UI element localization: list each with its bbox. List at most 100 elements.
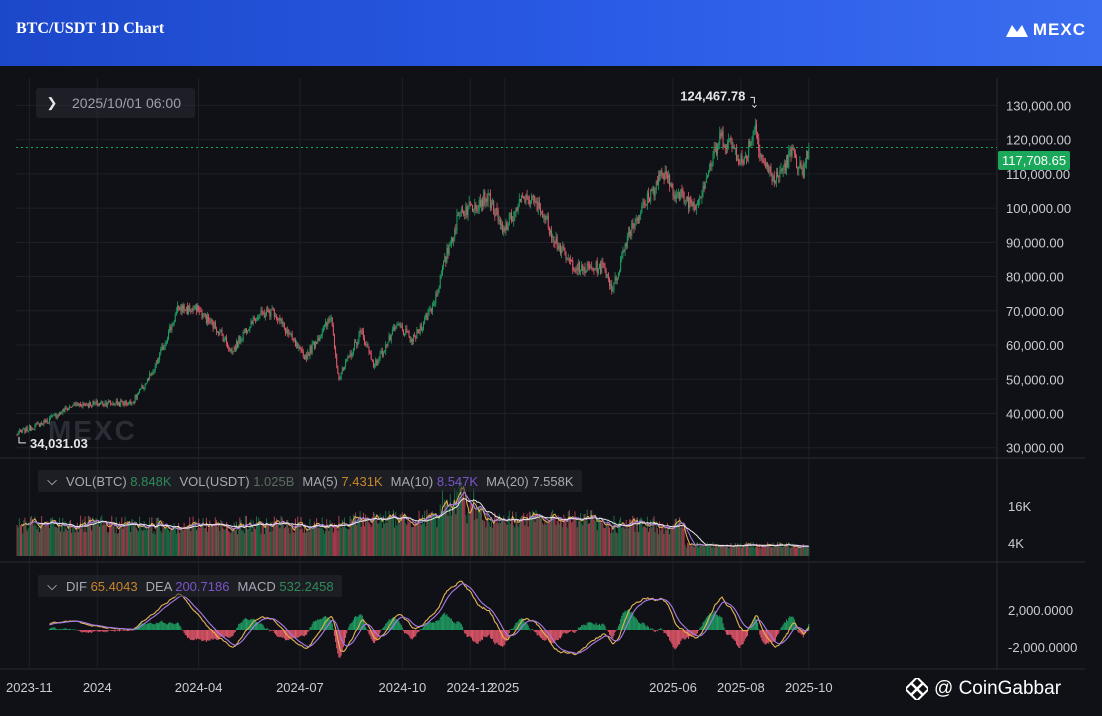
- chevron-down-icon[interactable]: ⌵: [47, 473, 57, 488]
- macd-bar: [151, 623, 153, 630]
- volume-bar: [568, 510, 570, 556]
- candle: [154, 366, 156, 371]
- macd-bar: [682, 630, 684, 639]
- volume-bar: [455, 514, 457, 556]
- volume-bar: [427, 515, 429, 556]
- macd-bar: [469, 630, 471, 637]
- macd-bar: [680, 630, 682, 642]
- macd-bar: [311, 623, 313, 630]
- volume-bar: [672, 524, 674, 556]
- volume-bar: [389, 514, 391, 556]
- volume-bar: [25, 521, 27, 556]
- candle: [219, 331, 221, 335]
- vol-btc-label: VOL(BTC): [66, 473, 127, 489]
- candle: [214, 321, 216, 329]
- macd-bar: [443, 613, 445, 630]
- volume-bar: [260, 533, 262, 556]
- macd-bar: [614, 630, 616, 633]
- volume-bar: [262, 523, 264, 556]
- macd-bar: [421, 628, 423, 630]
- candle: [490, 203, 492, 208]
- volume-bar: [740, 543, 742, 556]
- macd-bar: [109, 630, 111, 631]
- candle: [496, 208, 498, 211]
- volume-bar: [202, 518, 204, 556]
- volume-bar: [774, 545, 776, 556]
- candle: [330, 317, 332, 320]
- candle: [26, 427, 28, 431]
- volume-bar: [257, 523, 259, 556]
- macd-bar: [315, 620, 317, 630]
- candle: [651, 189, 653, 191]
- macd-bar: [181, 629, 183, 631]
- volume-bar: [76, 522, 78, 556]
- candle: [734, 148, 736, 150]
- candle: [203, 313, 205, 315]
- candle: [354, 341, 356, 349]
- macd-bar: [296, 630, 298, 638]
- volume-bar: [526, 513, 528, 556]
- candle: [163, 346, 165, 350]
- macd-bar: [378, 630, 380, 637]
- macd-bar: [56, 629, 58, 630]
- macd-bar: [92, 630, 94, 632]
- volume-bar: [632, 515, 634, 556]
- candle: [292, 338, 294, 340]
- volume-bar: [85, 532, 87, 556]
- candle: [448, 245, 450, 255]
- macd-bar: [632, 613, 634, 630]
- macd-bar: [714, 611, 716, 630]
- volume-bar: [637, 532, 639, 556]
- macd-bar: [303, 630, 305, 637]
- macd-bar: [199, 630, 201, 640]
- macd-bar: [574, 630, 576, 633]
- volume-bar: [239, 517, 241, 556]
- macd-bar: [418, 630, 420, 632]
- candle: [342, 368, 344, 370]
- macd-bar: [607, 630, 609, 632]
- candle: [737, 159, 739, 161]
- candle: [116, 400, 118, 405]
- macd-bar: [288, 630, 290, 641]
- volume-bar: [423, 523, 425, 556]
- candle: [672, 188, 674, 196]
- macd-bar: [444, 612, 446, 630]
- candle: [702, 186, 704, 196]
- macd-bar: [124, 630, 126, 631]
- macd-bar: [504, 630, 506, 645]
- volume-bar: [86, 521, 88, 556]
- macd-bar: [489, 630, 491, 639]
- volume-bar: [529, 512, 531, 556]
- volume-bar: [270, 521, 272, 556]
- macd-bar: [585, 625, 587, 630]
- candle: [192, 308, 194, 311]
- candle: [443, 261, 445, 267]
- volume-bar: [367, 518, 369, 556]
- chevron-right-icon[interactable]: ❯: [46, 95, 58, 110]
- candle: [544, 215, 546, 221]
- macd-bar: [343, 630, 345, 643]
- candle: [456, 215, 458, 231]
- candle: [366, 344, 368, 346]
- candle: [228, 347, 230, 349]
- volume-bar: [233, 522, 235, 556]
- macd-bar: [192, 630, 194, 641]
- candle: [63, 409, 65, 412]
- ma20-line: [38, 497, 809, 547]
- candle: [125, 401, 127, 405]
- macd-bar: [467, 630, 469, 637]
- macd-bar: [289, 630, 291, 640]
- volume-bar: [178, 522, 180, 556]
- volume-bar: [444, 499, 446, 556]
- crosshair-date-box[interactable]: ❯ 2025/10/01 06:00: [36, 88, 195, 118]
- candle: [748, 140, 750, 158]
- macd-bar: [78, 630, 80, 631]
- macd-bar: [760, 630, 762, 638]
- chevron-down-icon[interactable]: ⌵: [47, 578, 57, 593]
- macd-bar: [426, 623, 428, 630]
- macd-bar: [763, 630, 765, 644]
- candle: [371, 359, 373, 362]
- x-tick-label: 2024-12: [446, 680, 494, 695]
- candle: [582, 264, 584, 272]
